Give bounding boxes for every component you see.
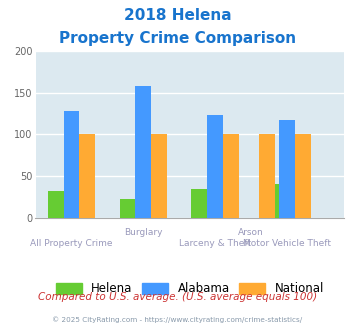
Text: © 2025 CityRating.com - https://www.cityrating.com/crime-statistics/: © 2025 CityRating.com - https://www.city… xyxy=(53,317,302,323)
Bar xyxy=(120,199,135,218)
Bar xyxy=(259,135,275,218)
Bar xyxy=(279,120,295,218)
Bar xyxy=(207,115,223,218)
Bar xyxy=(48,191,64,218)
Bar xyxy=(135,86,151,218)
Bar xyxy=(263,183,279,218)
Text: Burglary: Burglary xyxy=(124,228,163,237)
Legend: Helena, Alabama, National: Helena, Alabama, National xyxy=(56,282,324,295)
Bar xyxy=(79,135,95,218)
Text: Arson: Arson xyxy=(238,228,264,237)
Bar xyxy=(295,135,311,218)
Bar xyxy=(223,135,239,218)
Text: All Property Crime: All Property Crime xyxy=(30,240,113,248)
Text: Compared to U.S. average. (U.S. average equals 100): Compared to U.S. average. (U.S. average … xyxy=(38,292,317,302)
Text: Larceny & Theft: Larceny & Theft xyxy=(179,240,251,248)
Bar xyxy=(151,135,167,218)
Text: Motor Vehicle Theft: Motor Vehicle Theft xyxy=(243,240,331,248)
Text: 2018 Helena: 2018 Helena xyxy=(124,8,231,23)
Text: Property Crime Comparison: Property Crime Comparison xyxy=(59,31,296,46)
Bar xyxy=(64,111,79,218)
Bar xyxy=(191,189,207,218)
